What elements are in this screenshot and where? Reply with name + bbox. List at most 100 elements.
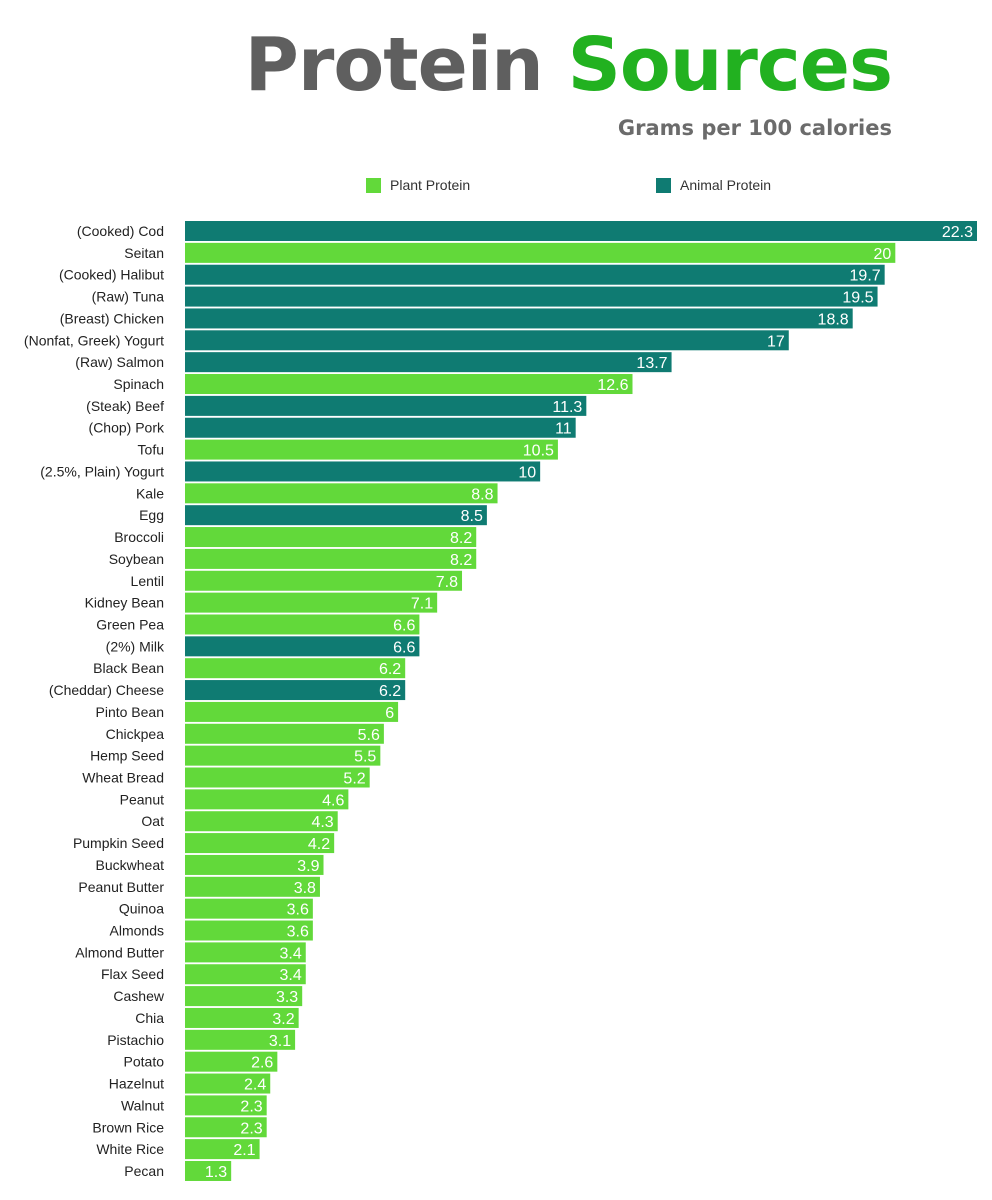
value-label-17: 7.1: [411, 596, 433, 613]
category-label-7: Spinach: [113, 376, 164, 392]
category-label-13: Egg: [139, 507, 164, 523]
value-label-15: 8.2: [450, 552, 472, 569]
value-label-10: 10.5: [523, 443, 554, 460]
bar-37: [185, 1029, 296, 1050]
category-label-35: Cashew: [113, 988, 164, 1004]
category-label-14: Broccoli: [114, 529, 164, 545]
category-label-25: Wheat Bread: [82, 770, 164, 786]
value-label-4: 18.8: [818, 311, 849, 328]
category-label-10: Tofu: [138, 442, 164, 458]
bar-21: [185, 680, 406, 701]
category-label-12: Kale: [136, 485, 164, 501]
bar-12: [185, 483, 498, 504]
bar-26: [185, 789, 349, 810]
bar-40: [185, 1095, 267, 1116]
category-label-42: White Rice: [96, 1141, 164, 1157]
value-label-16: 7.8: [436, 574, 458, 591]
value-label-29: 3.9: [297, 858, 319, 875]
value-label-26: 4.6: [322, 792, 344, 809]
bar-42: [185, 1139, 260, 1160]
category-label-1: Seitan: [124, 245, 164, 261]
bar-3: [185, 286, 878, 307]
category-label-23: Chickpea: [106, 726, 165, 742]
value-label-40: 2.3: [240, 1098, 262, 1115]
category-label-18: Green Pea: [96, 616, 164, 632]
category-label-21: (Cheddar) Cheese: [49, 682, 164, 698]
category-label-16: Lentil: [131, 573, 164, 589]
bar-20: [185, 658, 406, 679]
bar-32: [185, 920, 313, 941]
value-label-20: 6.2: [379, 661, 401, 678]
value-label-43: 1.3: [205, 1164, 227, 1181]
value-label-41: 2.3: [240, 1120, 262, 1137]
chart-title: Protein Sources: [245, 28, 893, 102]
legend-swatch-plant: [366, 177, 381, 193]
value-label-33: 3.4: [280, 945, 302, 962]
category-label-11: (2.5%, Plain) Yogurt: [40, 463, 164, 479]
title-part-sources: Sources: [567, 22, 893, 108]
value-label-1: 20: [874, 246, 892, 263]
bar-18: [185, 614, 420, 635]
category-label-3: (Raw) Tuna: [92, 289, 165, 305]
bar-0: [185, 221, 977, 241]
bar-7: [185, 374, 633, 395]
bar-31: [185, 898, 313, 919]
bar-14: [185, 527, 477, 548]
bar-38: [185, 1051, 278, 1072]
bar-29: [185, 854, 324, 875]
category-label-15: Soybean: [109, 551, 164, 567]
value-label-35: 3.3: [276, 989, 298, 1006]
category-label-37: Pistachio: [107, 1032, 164, 1048]
value-label-0: 22.3: [942, 224, 973, 241]
value-label-7: 12.6: [597, 377, 628, 394]
category-label-2: (Cooked) Halibut: [59, 267, 164, 283]
value-label-22: 6: [385, 705, 394, 722]
bar-10: [185, 439, 558, 460]
value-label-5: 17: [767, 333, 785, 350]
category-label-19: (2%) Milk: [106, 638, 165, 654]
legend-swatch-animal: [656, 177, 671, 193]
bar-4: [185, 308, 853, 329]
bar-8: [185, 395, 587, 416]
category-label-39: Hazelnut: [109, 1076, 164, 1092]
bar-1: [185, 242, 896, 263]
legend-item-animal: Animal Protein: [656, 175, 771, 195]
bar-41: [185, 1117, 267, 1138]
bar-34: [185, 964, 306, 985]
category-label-41: Brown Rice: [92, 1119, 164, 1135]
bar-17: [185, 592, 438, 613]
value-label-34: 3.4: [280, 967, 302, 984]
chart-subtitle: Grams per 100 calories: [617, 116, 892, 140]
chart-header: Protein Sources Grams per 100 calories: [0, 0, 992, 160]
category-label-17: Kidney Bean: [85, 595, 164, 611]
legend-label-animal: Animal Protein: [680, 177, 772, 193]
bar-39: [185, 1073, 271, 1094]
category-label-38: Potato: [124, 1054, 165, 1070]
bar-16: [185, 570, 463, 591]
value-label-27: 4.3: [311, 814, 333, 831]
category-label-33: Almond Butter: [75, 944, 164, 960]
value-label-42: 2.1: [233, 1142, 255, 1159]
legend-label-plant: Plant Protein: [390, 177, 471, 193]
bar-30: [185, 876, 320, 897]
value-label-31: 3.6: [287, 902, 309, 919]
bar-9: [185, 417, 576, 438]
bar-33: [185, 942, 306, 963]
value-label-13: 8.5: [461, 508, 483, 525]
category-label-36: Chia: [135, 1010, 164, 1026]
category-label-9: (Chop) Pork: [89, 420, 165, 436]
value-label-6: 13.7: [636, 355, 667, 372]
value-label-39: 2.4: [244, 1077, 266, 1094]
value-label-14: 8.2: [450, 530, 472, 547]
category-label-4: (Breast) Chicken: [60, 310, 164, 326]
bar-5: [185, 330, 789, 351]
bar-36: [185, 1007, 299, 1028]
category-label-32: Almonds: [110, 923, 164, 939]
value-label-24: 5.5: [354, 749, 376, 766]
category-label-6: (Raw) Salmon: [75, 354, 164, 370]
value-label-23: 5.6: [358, 727, 380, 744]
bar-15: [185, 548, 477, 569]
value-label-38: 2.6: [251, 1055, 273, 1072]
bar-25: [185, 767, 370, 788]
legend-item-plant: Plant Protein: [366, 175, 470, 195]
